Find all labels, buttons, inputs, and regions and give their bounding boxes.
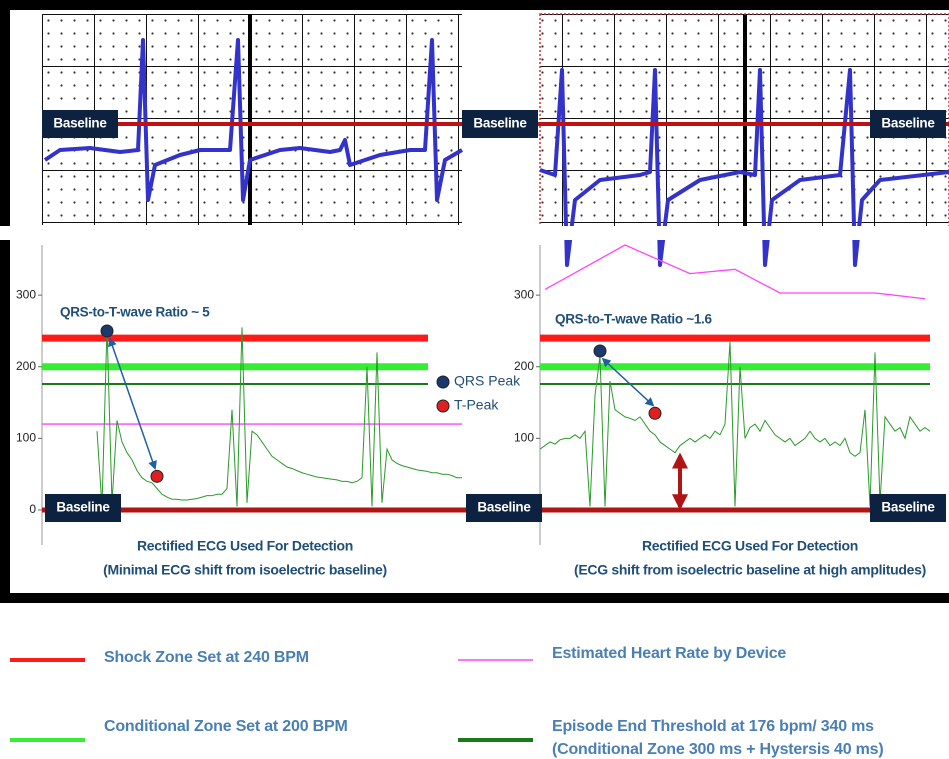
chart-subtitle: (Minimal ECG shift from isoelectric base… <box>103 562 387 578</box>
legend-label: (Conditional Zone 300 ms + Hystersis 40 … <box>552 741 884 758</box>
heart-rate-line <box>545 245 925 299</box>
ratio-arrow <box>110 339 155 468</box>
y-tick-label: 300 <box>16 287 36 301</box>
marker-legend-label: T-Peak <box>454 397 499 413</box>
page: Baseline Baseline Baseline 0 100 200 300 Baseli… <box>0 0 949 759</box>
baseline-label: Baseline <box>881 116 935 131</box>
peak-marker <box>594 345 606 357</box>
y-tick-label: 100 <box>514 431 534 445</box>
annotation: QRS-to-T-wave Ratio ~1.6 <box>555 312 713 327</box>
peak-marker <box>101 325 113 337</box>
marker-legend-symbol <box>437 400 449 412</box>
y-tick-label: 200 <box>514 359 534 373</box>
marker-legend-label: QRS Peak <box>454 373 521 389</box>
y-tick-label: 300 <box>514 287 534 301</box>
y-tick-label: 100 <box>16 431 36 445</box>
legend-label: Episode End Threshold at 176 bpm/ 340 ms <box>552 718 874 735</box>
marker-legend-symbol <box>437 376 449 388</box>
baseline-label: Baseline <box>53 116 107 131</box>
figure: Baseline Baseline Baseline 0 100 200 300 Baseli… <box>0 0 949 759</box>
baseline-label: Baseline <box>56 500 110 515</box>
baseline-label: Baseline <box>881 500 935 515</box>
baseline-label: Baseline <box>477 500 531 515</box>
peak-marker <box>649 407 661 419</box>
legend-label: Shock Zone Set at 240 BPM <box>104 649 309 666</box>
chart-title: Rectified ECG Used For Detection <box>642 538 858 554</box>
chart-subtitle: (ECG shift from isoelectric baseline at … <box>574 562 926 578</box>
y-tick-label: 0 <box>29 502 36 516</box>
annotation: QRS-to-T-wave Ratio ~ 5 <box>60 305 210 320</box>
legend-label: Estimated Heart Rate by Device <box>552 645 786 662</box>
strip-gap <box>0 226 949 240</box>
y-tick-label: 200 <box>16 359 36 373</box>
baseline-label: Baseline <box>473 116 527 131</box>
peak-marker <box>151 470 163 482</box>
legend-label: Conditional Zone Set at 200 BPM <box>104 718 348 735</box>
chart-title: Rectified ECG Used For Detection <box>137 538 353 554</box>
